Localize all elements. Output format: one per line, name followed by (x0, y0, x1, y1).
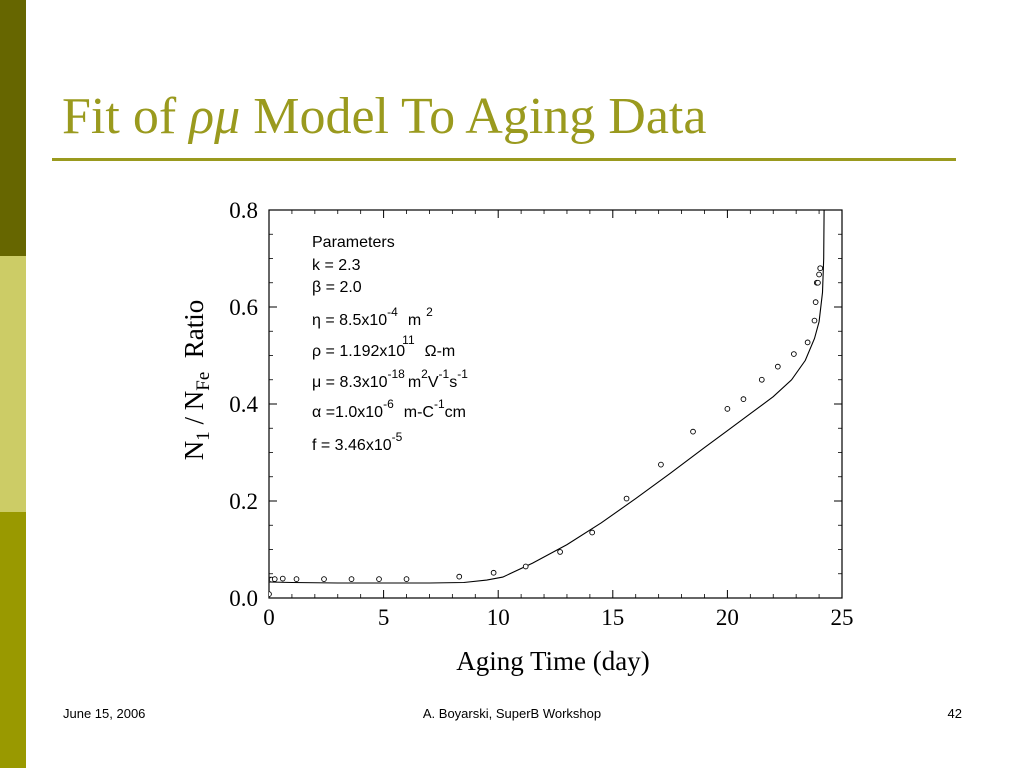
data-point (456, 573, 463, 580)
plot-contents (269, 210, 825, 597)
data-point (724, 406, 731, 412)
title-prefix: Fit of (62, 88, 190, 145)
data-point (271, 576, 278, 582)
y-tick-label: 0.0 (229, 586, 258, 611)
param-alpha: α =1.0x10-6 m-C-1cm (312, 397, 466, 421)
data-point (522, 563, 529, 570)
sidebar-band-light (0, 256, 26, 512)
x-tick-label: 0 (263, 605, 275, 630)
y-tick-label: 0.4 (229, 392, 258, 417)
y-axis-label: N1 / NFe Ratio (179, 300, 214, 461)
sidebar-band-mid (0, 512, 26, 768)
axis-ticks (268, 209, 843, 599)
data-point (403, 576, 410, 582)
param-rho: ρ = 1.192x1011Ω-m (312, 333, 455, 360)
data-point (490, 569, 497, 576)
footer-author: A. Boyarski, SuperB Workshop (422, 706, 602, 721)
footer-page-number: 42 (947, 706, 962, 721)
x-axis-label: Aging Time (day) (456, 646, 650, 676)
data-point (623, 495, 630, 502)
sidebar-decoration (0, 0, 26, 768)
y-tick-label: 0.6 (229, 295, 258, 320)
y-tick-labels: 0.0 0.2 0.4 0.6 0.8 (229, 198, 258, 611)
y-label-sub2: Fe (193, 372, 214, 391)
data-point (804, 339, 811, 346)
fit-curve (269, 210, 825, 584)
data-point (279, 575, 286, 582)
data-point (269, 591, 272, 597)
y-label-main: N (179, 441, 209, 461)
param-mu: μ = 8.3x10-18 m2V-1s-1 (312, 367, 468, 391)
data-point (589, 529, 596, 536)
param-eta: η = 8.5x10-4 m 2 (312, 305, 433, 329)
x-tick-label: 20 (716, 605, 739, 630)
data-point (658, 461, 664, 468)
title-suffix: Model To Aging Data (240, 88, 707, 145)
x-tick-label: 10 (487, 605, 510, 630)
data-point (740, 396, 747, 403)
sidebar-band-dark (0, 0, 26, 256)
parameters-box: Parameters k = 2.3 β = 2.0 η = 8.5x10-4 m… (312, 234, 468, 454)
data-point (348, 576, 355, 582)
title-underline (52, 158, 956, 161)
x-tick-label: 25 (831, 605, 854, 630)
x-tick-label: 15 (601, 605, 624, 630)
data-points (269, 265, 824, 597)
x-tick-labels: 0 5 10 15 20 25 (263, 605, 853, 630)
param-beta: β = 2.0 (312, 279, 362, 296)
data-point (817, 265, 824, 272)
y-label-sub1: 1 (193, 431, 214, 441)
param-f: f = 3.46x10-5 (312, 430, 403, 454)
data-point (812, 299, 819, 306)
y-tick-label: 0.2 (229, 489, 258, 514)
slide-title: Fit of ρμ Model To Aging Data (62, 82, 706, 152)
data-point (758, 376, 765, 383)
title-greek: ρμ (189, 88, 241, 145)
data-point (811, 317, 818, 324)
footer-date: June 15, 2006 (63, 706, 146, 721)
y-tick-label: 0.8 (229, 198, 258, 223)
param-k: k = 2.3 (312, 257, 361, 274)
y-label-mid: / N (179, 391, 209, 432)
data-point (815, 279, 821, 286)
y-label-end: Ratio (179, 300, 209, 372)
data-point (774, 363, 781, 370)
data-point (816, 271, 822, 278)
data-point (293, 576, 300, 582)
x-tick-label: 5 (378, 605, 390, 630)
data-point (791, 351, 797, 357)
data-point (376, 576, 382, 582)
data-point (690, 428, 696, 435)
data-point (321, 576, 327, 582)
param-heading: Parameters (312, 234, 395, 251)
data-point (557, 549, 563, 555)
